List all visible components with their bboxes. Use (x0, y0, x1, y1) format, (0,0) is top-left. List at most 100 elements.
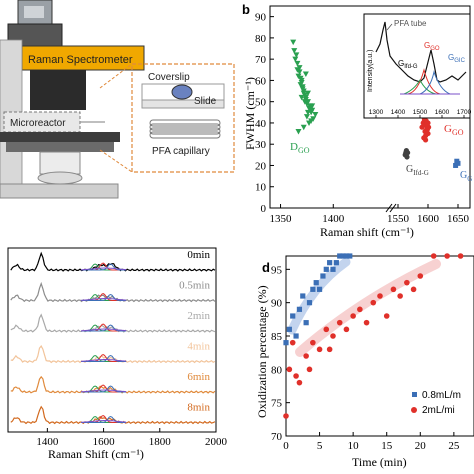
inset-annotation: PFA tube (394, 19, 427, 28)
b-point-dgo (294, 60, 301, 67)
d-point-blue (330, 266, 336, 272)
c-trace-6min (10, 375, 216, 394)
c-fit-curve (81, 359, 127, 362)
d-point-red (330, 333, 336, 339)
d-point-blue (310, 286, 316, 292)
d-point-blue (290, 313, 296, 319)
panel-d-ylabel: Oxidization percentage (%) (255, 285, 269, 418)
panel-d-x-ticks: 0 5 10 15 20 25 (283, 432, 460, 452)
c-time-label: 2min (187, 310, 210, 322)
base-lens (37, 171, 83, 185)
b-y-tick-label: 70 (255, 54, 267, 66)
panel-b-ylabel: FWHM (cm⁻¹) (243, 77, 257, 150)
d-point-red (457, 253, 464, 259)
d-point-blue (327, 260, 333, 266)
d-point-red (303, 353, 309, 359)
inset-x-tick-label: 1600 (435, 109, 450, 116)
c-fit-curve (81, 328, 127, 332)
b-point-dgo (308, 118, 315, 124)
b-point-dgo (295, 128, 302, 135)
b-y-tick-label: 50 (255, 97, 267, 109)
c-fit-curve (81, 415, 127, 423)
c-fit-curve (81, 293, 127, 301)
d-point-blue (283, 340, 289, 346)
d-point-blue (316, 286, 323, 292)
slide (141, 99, 225, 109)
panel-b-y-ticks: 0 10 20 30 40 50 60 70 80 90 (255, 12, 274, 215)
d-y-tick-label: 70 (271, 431, 283, 443)
inset-fit-ggo (407, 68, 441, 95)
b-y-tick-label: 20 (255, 160, 267, 172)
d-point-red (390, 286, 397, 293)
c-fit-curve (81, 420, 127, 423)
d-point-red (363, 319, 370, 326)
d-x-tick-label: 10 (348, 440, 360, 452)
microscope-stage (0, 132, 120, 142)
d-y-tick-label: 80 (271, 364, 283, 376)
d-point-blue (333, 260, 339, 266)
c-fit-curve (81, 354, 127, 362)
d-point-red (350, 313, 356, 319)
d-y-tick-label: 95 (271, 264, 283, 276)
c-x-tick-label: 1400 (36, 436, 59, 448)
b-point-dgo (312, 111, 319, 118)
d-point-blue (286, 326, 292, 332)
panel-a: Raman Spectrometer Microreactor Coversli… (0, 0, 235, 199)
panel-b-inset: Intensity(a.u.) PFA tube GIfd-G GGO GGIC… (363, 13, 472, 119)
c-fit-curve (81, 389, 127, 393)
b-point-dgo (290, 39, 297, 46)
d-y-tick-label: 75 (271, 398, 283, 410)
d-point-red (410, 286, 417, 293)
stage-lower (6, 142, 114, 152)
inset-annotation-leader (386, 23, 393, 31)
panel-b-x-ticks: 1350 1400 1550 1600 1650 (270, 204, 470, 225)
c-time-label: 8min (187, 402, 210, 414)
microreactor-label: Microreactor (10, 118, 66, 129)
b-y-tick-label: 10 (255, 182, 267, 194)
trend-arrow-blue (287, 257, 351, 335)
pfa-capillary-label: PFA capillary (152, 146, 210, 157)
b-point-dgo (298, 80, 305, 86)
d-point-red (283, 413, 289, 419)
d-y-tick-label: 90 (271, 298, 283, 310)
c-time-label: 0min (187, 249, 210, 261)
b-y-tick-label: 30 (255, 139, 267, 151)
inset-x-tick-label: 1700 (457, 109, 472, 116)
c-fit-curve (81, 385, 127, 393)
d-point-blue (300, 293, 306, 299)
d-point-blue (296, 306, 303, 312)
d-point-red (316, 346, 323, 353)
condenser (39, 151, 81, 175)
panel-b-letter: b (242, 2, 250, 17)
b-y-tick-label: 60 (255, 75, 267, 87)
legend-marker-1 (411, 407, 417, 413)
d-point-red (370, 299, 377, 306)
d-point-red (377, 293, 383, 299)
panel-b: b 0 10 20 30 40 50 60 70 80 90 1350 1400 1550 1600 16… (242, 2, 472, 239)
b-point-g-ifd-g (404, 154, 410, 160)
d-point-blue (347, 253, 353, 259)
slide-label: Slide (194, 96, 217, 107)
d-point-red (397, 293, 403, 299)
inset-peak-gifd: GIfd-G (398, 59, 418, 70)
pfa-capillary-coil (149, 119, 221, 139)
inset-ylabel: Intensity(a.u.) (367, 50, 374, 92)
sample-droplet (171, 84, 193, 100)
d-point-red (310, 339, 316, 346)
detail-box (131, 63, 235, 173)
b-point-g-go (424, 126, 430, 132)
c-trace-2min (10, 313, 216, 333)
b-x-tick-label: 1650 (447, 213, 470, 225)
b-point-g-go (425, 130, 431, 137)
d-x-tick-label: 0 (283, 440, 289, 452)
d-point-blue (343, 253, 350, 259)
d-point-red (444, 253, 450, 259)
b-y-tick-label: 80 (255, 33, 267, 45)
b-point-g-go (423, 137, 429, 143)
panel-c-axes-frame (7, 247, 217, 433)
b-point-dgo (300, 124, 307, 131)
d-point-red (326, 346, 333, 353)
inset-fit-gifd (403, 78, 437, 95)
legend-label-1: 2mL/mi (422, 405, 455, 416)
b-point-dgo (292, 56, 299, 63)
